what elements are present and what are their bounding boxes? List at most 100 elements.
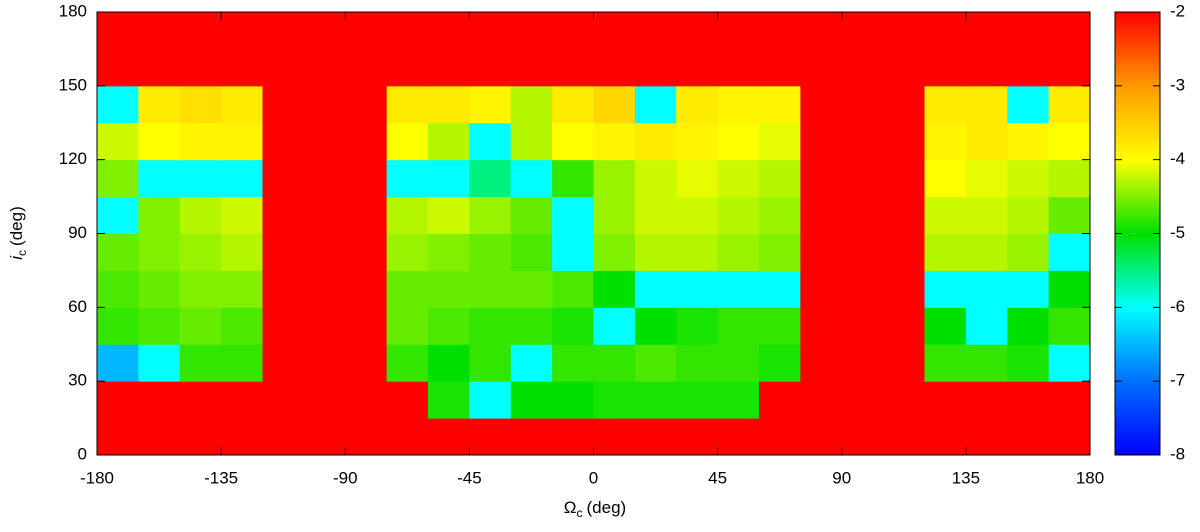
cell — [1007, 270, 1050, 308]
cell — [676, 159, 719, 198]
cell — [800, 12, 843, 50]
cell — [386, 344, 429, 382]
cell — [97, 12, 139, 50]
cell — [593, 307, 636, 345]
cell — [552, 344, 594, 382]
cell — [386, 196, 429, 234]
cell — [759, 233, 801, 271]
cell — [221, 270, 263, 308]
x-symbol: Ω — [564, 498, 577, 517]
cell — [759, 344, 801, 382]
cell — [469, 233, 512, 271]
cell — [221, 48, 263, 87]
cell — [1048, 122, 1091, 161]
cell — [593, 85, 636, 124]
y-tick-label: 0 — [78, 444, 87, 463]
cell — [717, 85, 760, 124]
cell — [759, 270, 801, 308]
cell — [428, 270, 470, 308]
x-tick-label: -135 — [204, 468, 238, 487]
cell — [841, 159, 884, 198]
cell — [676, 233, 719, 271]
cell — [303, 196, 346, 234]
cell — [924, 85, 967, 124]
cell — [138, 381, 181, 419]
cell — [883, 344, 925, 382]
cell — [676, 344, 719, 382]
colorbar-tick-label: -5 — [1170, 223, 1185, 242]
cell — [676, 307, 719, 345]
cell — [1048, 381, 1091, 419]
cell — [97, 344, 139, 382]
cell — [138, 196, 181, 234]
cell — [552, 122, 594, 161]
cell — [386, 85, 429, 124]
cell — [179, 85, 222, 124]
x-unit: (deg) — [587, 498, 627, 517]
cell — [634, 418, 677, 456]
cell — [717, 344, 760, 382]
cell — [552, 270, 594, 308]
cell — [759, 381, 801, 419]
cell — [179, 233, 222, 271]
cell — [303, 122, 346, 161]
cell — [386, 307, 429, 345]
cell — [262, 159, 305, 198]
cell — [593, 344, 636, 382]
y-tick-label: 90 — [68, 223, 87, 242]
colorbar-tick-label: -2 — [1170, 1, 1185, 20]
cell — [717, 307, 760, 345]
cell — [179, 12, 222, 50]
y-axis-label: ic (deg) — [7, 206, 29, 259]
cell — [759, 196, 801, 234]
cell — [593, 122, 636, 161]
cell — [97, 48, 139, 87]
cell — [676, 48, 719, 87]
cell — [552, 381, 594, 419]
cell — [1048, 48, 1091, 87]
cell — [303, 159, 346, 198]
cell — [510, 85, 553, 124]
cell — [262, 381, 305, 419]
cell — [345, 344, 388, 382]
cell — [800, 344, 843, 382]
cell — [179, 270, 222, 308]
cell — [262, 48, 305, 87]
cell — [97, 196, 139, 234]
cell — [1007, 48, 1050, 87]
cell — [965, 12, 1008, 50]
cell — [386, 48, 429, 87]
cell — [759, 12, 801, 50]
cell — [883, 85, 925, 124]
cell — [883, 12, 925, 50]
x-subscript: c — [577, 506, 583, 520]
cell — [593, 12, 636, 50]
cell — [800, 48, 843, 87]
cell — [469, 270, 512, 308]
cell — [552, 12, 594, 50]
cell — [1048, 85, 1091, 124]
cell — [428, 159, 470, 198]
cell — [510, 381, 553, 419]
cell — [179, 381, 222, 419]
cell — [717, 196, 760, 234]
cell — [221, 159, 263, 198]
cell — [965, 85, 1008, 124]
cell — [924, 122, 967, 161]
cell — [965, 196, 1008, 234]
cell — [552, 85, 594, 124]
cell — [428, 122, 470, 161]
heatmap — [97, 12, 1091, 456]
cell — [510, 159, 553, 198]
cell — [469, 48, 512, 87]
cell — [303, 233, 346, 271]
cell — [883, 270, 925, 308]
colorbar-tick-label: -8 — [1170, 444, 1185, 463]
cell — [345, 122, 388, 161]
colorbar-tick-label: -7 — [1170, 371, 1185, 390]
cell — [593, 270, 636, 308]
cell — [221, 122, 263, 161]
cell — [1007, 307, 1050, 345]
cell — [97, 381, 139, 419]
